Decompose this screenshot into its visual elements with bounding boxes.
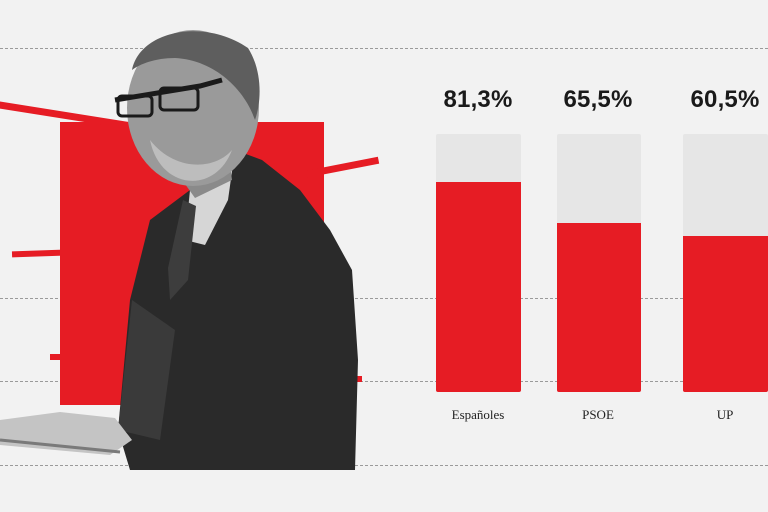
category-label: UP bbox=[716, 407, 734, 422]
data-label: 60,5% bbox=[690, 86, 760, 113]
category-label: PSOE bbox=[582, 407, 614, 422]
bar-track bbox=[436, 134, 521, 392]
bar bbox=[436, 182, 521, 392]
arm-shape bbox=[118, 300, 175, 440]
tie-shape bbox=[168, 200, 196, 300]
gridline bbox=[0, 298, 768, 299]
bar-track bbox=[683, 134, 768, 392]
hand-shape bbox=[0, 412, 132, 455]
gridline bbox=[0, 465, 768, 466]
glasses-lens bbox=[116, 94, 154, 118]
red-stroke bbox=[50, 354, 90, 360]
bar bbox=[557, 223, 641, 392]
glasses-lens bbox=[158, 86, 200, 112]
speaker-photo bbox=[0, 30, 358, 470]
category-label: Españoles bbox=[451, 407, 505, 422]
lectern-edge bbox=[0, 438, 121, 454]
beard-shape bbox=[150, 140, 232, 181]
data-label: 81,3% bbox=[443, 86, 513, 113]
data-label: 65,5% bbox=[563, 86, 633, 113]
bar-track bbox=[557, 134, 641, 392]
bar bbox=[683, 235, 768, 392]
gridline bbox=[0, 381, 768, 382]
gridline bbox=[0, 48, 768, 49]
hair-shape bbox=[132, 31, 260, 120]
